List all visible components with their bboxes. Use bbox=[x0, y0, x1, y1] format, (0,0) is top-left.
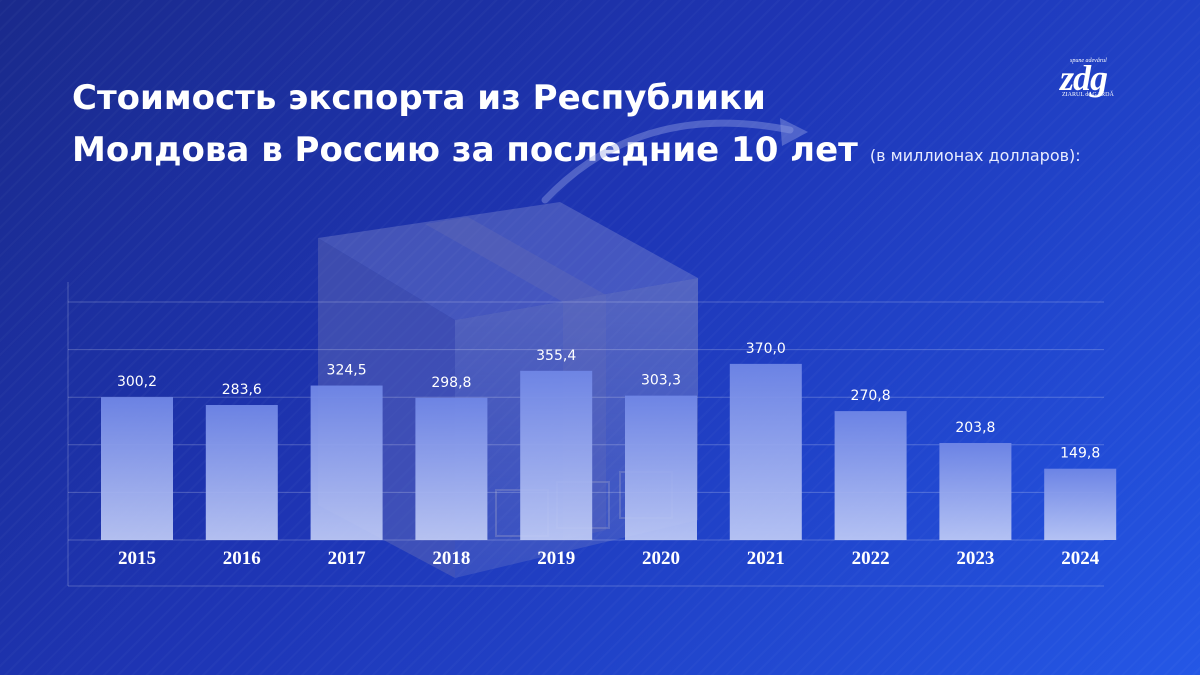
bar-2016 bbox=[205, 405, 278, 540]
bar-2023 bbox=[939, 442, 1012, 540]
title-line-2: Молдова в Россию за последние 10 лет (в м… bbox=[72, 124, 1081, 182]
logo-tagline: spune adevărul bbox=[1070, 58, 1107, 64]
bar-2018 bbox=[415, 397, 488, 540]
value-label-2015: 300,2 bbox=[117, 374, 157, 390]
bar-2022 bbox=[834, 411, 907, 540]
value-label-2020: 303,3 bbox=[641, 373, 681, 389]
bar-2024 bbox=[1044, 468, 1117, 540]
bar-2021 bbox=[729, 363, 802, 540]
x-tick-label-2021: 2021 bbox=[747, 548, 785, 569]
chart-x-axis-labels: 2015 2016 2017 2018 2019 2020 2021 2022 2023 2024 bbox=[118, 548, 1100, 569]
bar-2019 bbox=[520, 370, 593, 540]
x-tick-label-2023: 2023 bbox=[956, 548, 994, 569]
value-label-2017: 324,5 bbox=[327, 363, 367, 379]
bar-2015 bbox=[101, 397, 173, 540]
x-tick-label-2016: 2016 bbox=[223, 548, 261, 569]
value-label-2023: 203,8 bbox=[955, 420, 995, 436]
value-label-2024: 149,8 bbox=[1060, 446, 1100, 462]
value-label-2019: 355,4 bbox=[536, 348, 576, 364]
value-label-2016: 283,6 bbox=[222, 382, 262, 398]
x-tick-label-2022: 2022 bbox=[852, 548, 890, 569]
value-label-2021: 370,0 bbox=[746, 341, 786, 357]
title-line-2-text: Молдова в Россию за последние 10 лет bbox=[72, 130, 858, 170]
x-tick-label-2019: 2019 bbox=[537, 548, 575, 569]
x-tick-label-2024: 2024 bbox=[1061, 548, 1100, 569]
bar-2017 bbox=[310, 385, 383, 540]
x-tick-label-2017: 2017 bbox=[328, 548, 367, 569]
logo-name: zdg bbox=[1060, 58, 1108, 98]
chart-title: Стоимость экспорта из Республики Молдова… bbox=[72, 72, 1081, 182]
chart-subtitle: (в миллионах долларов): bbox=[869, 146, 1081, 165]
bar-2020 bbox=[625, 395, 697, 540]
chart-bars bbox=[101, 363, 1117, 540]
value-label-2018: 298,8 bbox=[431, 375, 471, 391]
chart-value-labels: 300,2 283,6 324,5 298,8 355,4 303,3 370,0 270,8… bbox=[117, 341, 1100, 462]
x-tick-label-2020: 2020 bbox=[642, 548, 680, 569]
logo-subname: ZIARUL de GARDĂ bbox=[1062, 92, 1114, 98]
x-tick-label-2015: 2015 bbox=[118, 548, 156, 569]
value-label-2022: 270,8 bbox=[851, 388, 891, 404]
zdg-logo: spune adevărul zdg ZIARUL de GARDĂ bbox=[1060, 58, 1142, 104]
title-line-1: Стоимость экспорта из Республики bbox=[72, 78, 766, 118]
x-tick-label-2018: 2018 bbox=[432, 548, 470, 569]
